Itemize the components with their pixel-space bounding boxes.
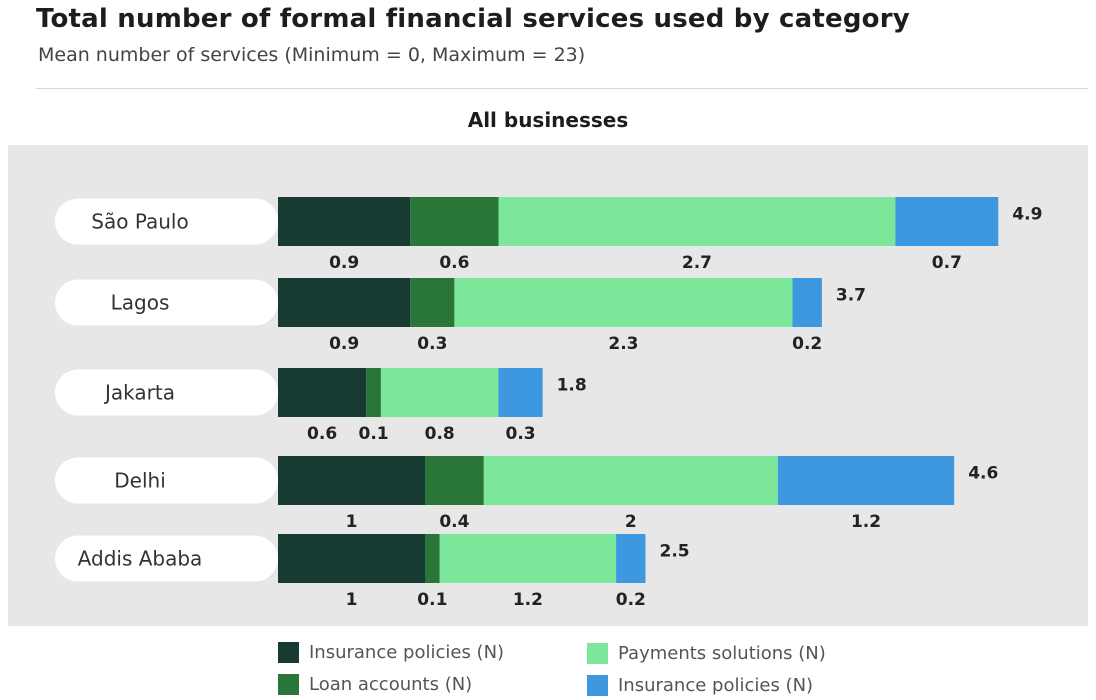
category-pill [55,279,278,326]
value-label: 0.7 [932,253,962,273]
bar-segment [366,368,381,417]
legend-item-insurance-2: Insurance policies (N) [587,675,813,696]
value-label: 0.9 [329,334,359,354]
bar-segment [425,456,484,505]
bar-segment [498,197,896,246]
legend-swatch [278,674,299,695]
category-label: Jakarta [103,381,175,405]
value-label: 0.8 [425,424,455,444]
divider [36,88,1088,89]
bar-segment [439,534,617,583]
category-pill [55,369,278,416]
bar-segment [425,534,440,583]
category-label: Addis Ababa [78,547,203,571]
value-label: 0.9 [329,253,359,273]
value-label: 2 [625,512,637,532]
category-pill [55,457,278,504]
bar-segment [278,368,367,417]
value-label: 2.3 [608,334,638,354]
legend-label: Insurance policies (N) [618,675,814,696]
category-label: Lagos [111,291,170,315]
value-label: 0.2 [792,334,822,354]
legend-label: Payments solutions (N) [618,643,826,664]
category-pill [55,535,278,582]
panel-title: All businesses [467,108,629,132]
bar-segment [498,368,543,417]
bar-segment [278,278,411,327]
total-label: 4.6 [968,464,998,484]
total-label: 1.8 [557,376,587,396]
bar-segment [483,456,778,505]
value-label: 2.7 [682,253,712,273]
value-label: 1.2 [513,590,543,610]
bar-segment [895,197,999,246]
value-label: 0.6 [307,424,337,444]
total-label: 2.5 [660,542,690,562]
chart-subtitle: Mean number of services (Minimum = 0, Ma… [38,44,586,66]
bar-segment [792,278,822,327]
chart-title: Total number of formal financial service… [36,4,910,34]
value-label: 0.3 [417,334,447,354]
bar-segment [454,278,793,327]
bar-segment [777,456,955,505]
category-label: Delhi [114,469,166,493]
value-label: 0.2 [616,590,646,610]
bar-segment [616,534,646,583]
value-label: 1 [346,590,358,610]
legend-label: Insurance policies (N) [309,642,505,663]
legend-item-loan: Loan accounts (N) [278,674,472,695]
value-label: 0.6 [439,253,469,273]
value-label: 1.2 [851,512,881,532]
legend-swatch [587,643,608,664]
value-label: 0.1 [417,590,447,610]
bar-segment [278,456,425,505]
value-label: 0.4 [439,512,469,532]
legend-label: Loan accounts (N) [309,674,473,695]
category-label: São Paulo [91,210,188,234]
bar-segment [410,197,499,246]
total-label: 3.7 [836,286,866,306]
category-pill [55,198,278,245]
legend-item-insurance: Insurance policies (N) [278,642,504,663]
legend-swatch [587,675,608,696]
value-label: 0.1 [358,424,388,444]
bar-segment [278,534,425,583]
bar-segment [380,368,499,417]
value-label: 1 [346,512,358,532]
legend-item-payments: Payments solutions (N) [587,643,826,664]
legend-swatch [278,642,299,663]
bar-segment [410,278,455,327]
value-label: 0.3 [505,424,535,444]
bar-segment [278,197,411,246]
total-label: 4.9 [1012,205,1042,225]
